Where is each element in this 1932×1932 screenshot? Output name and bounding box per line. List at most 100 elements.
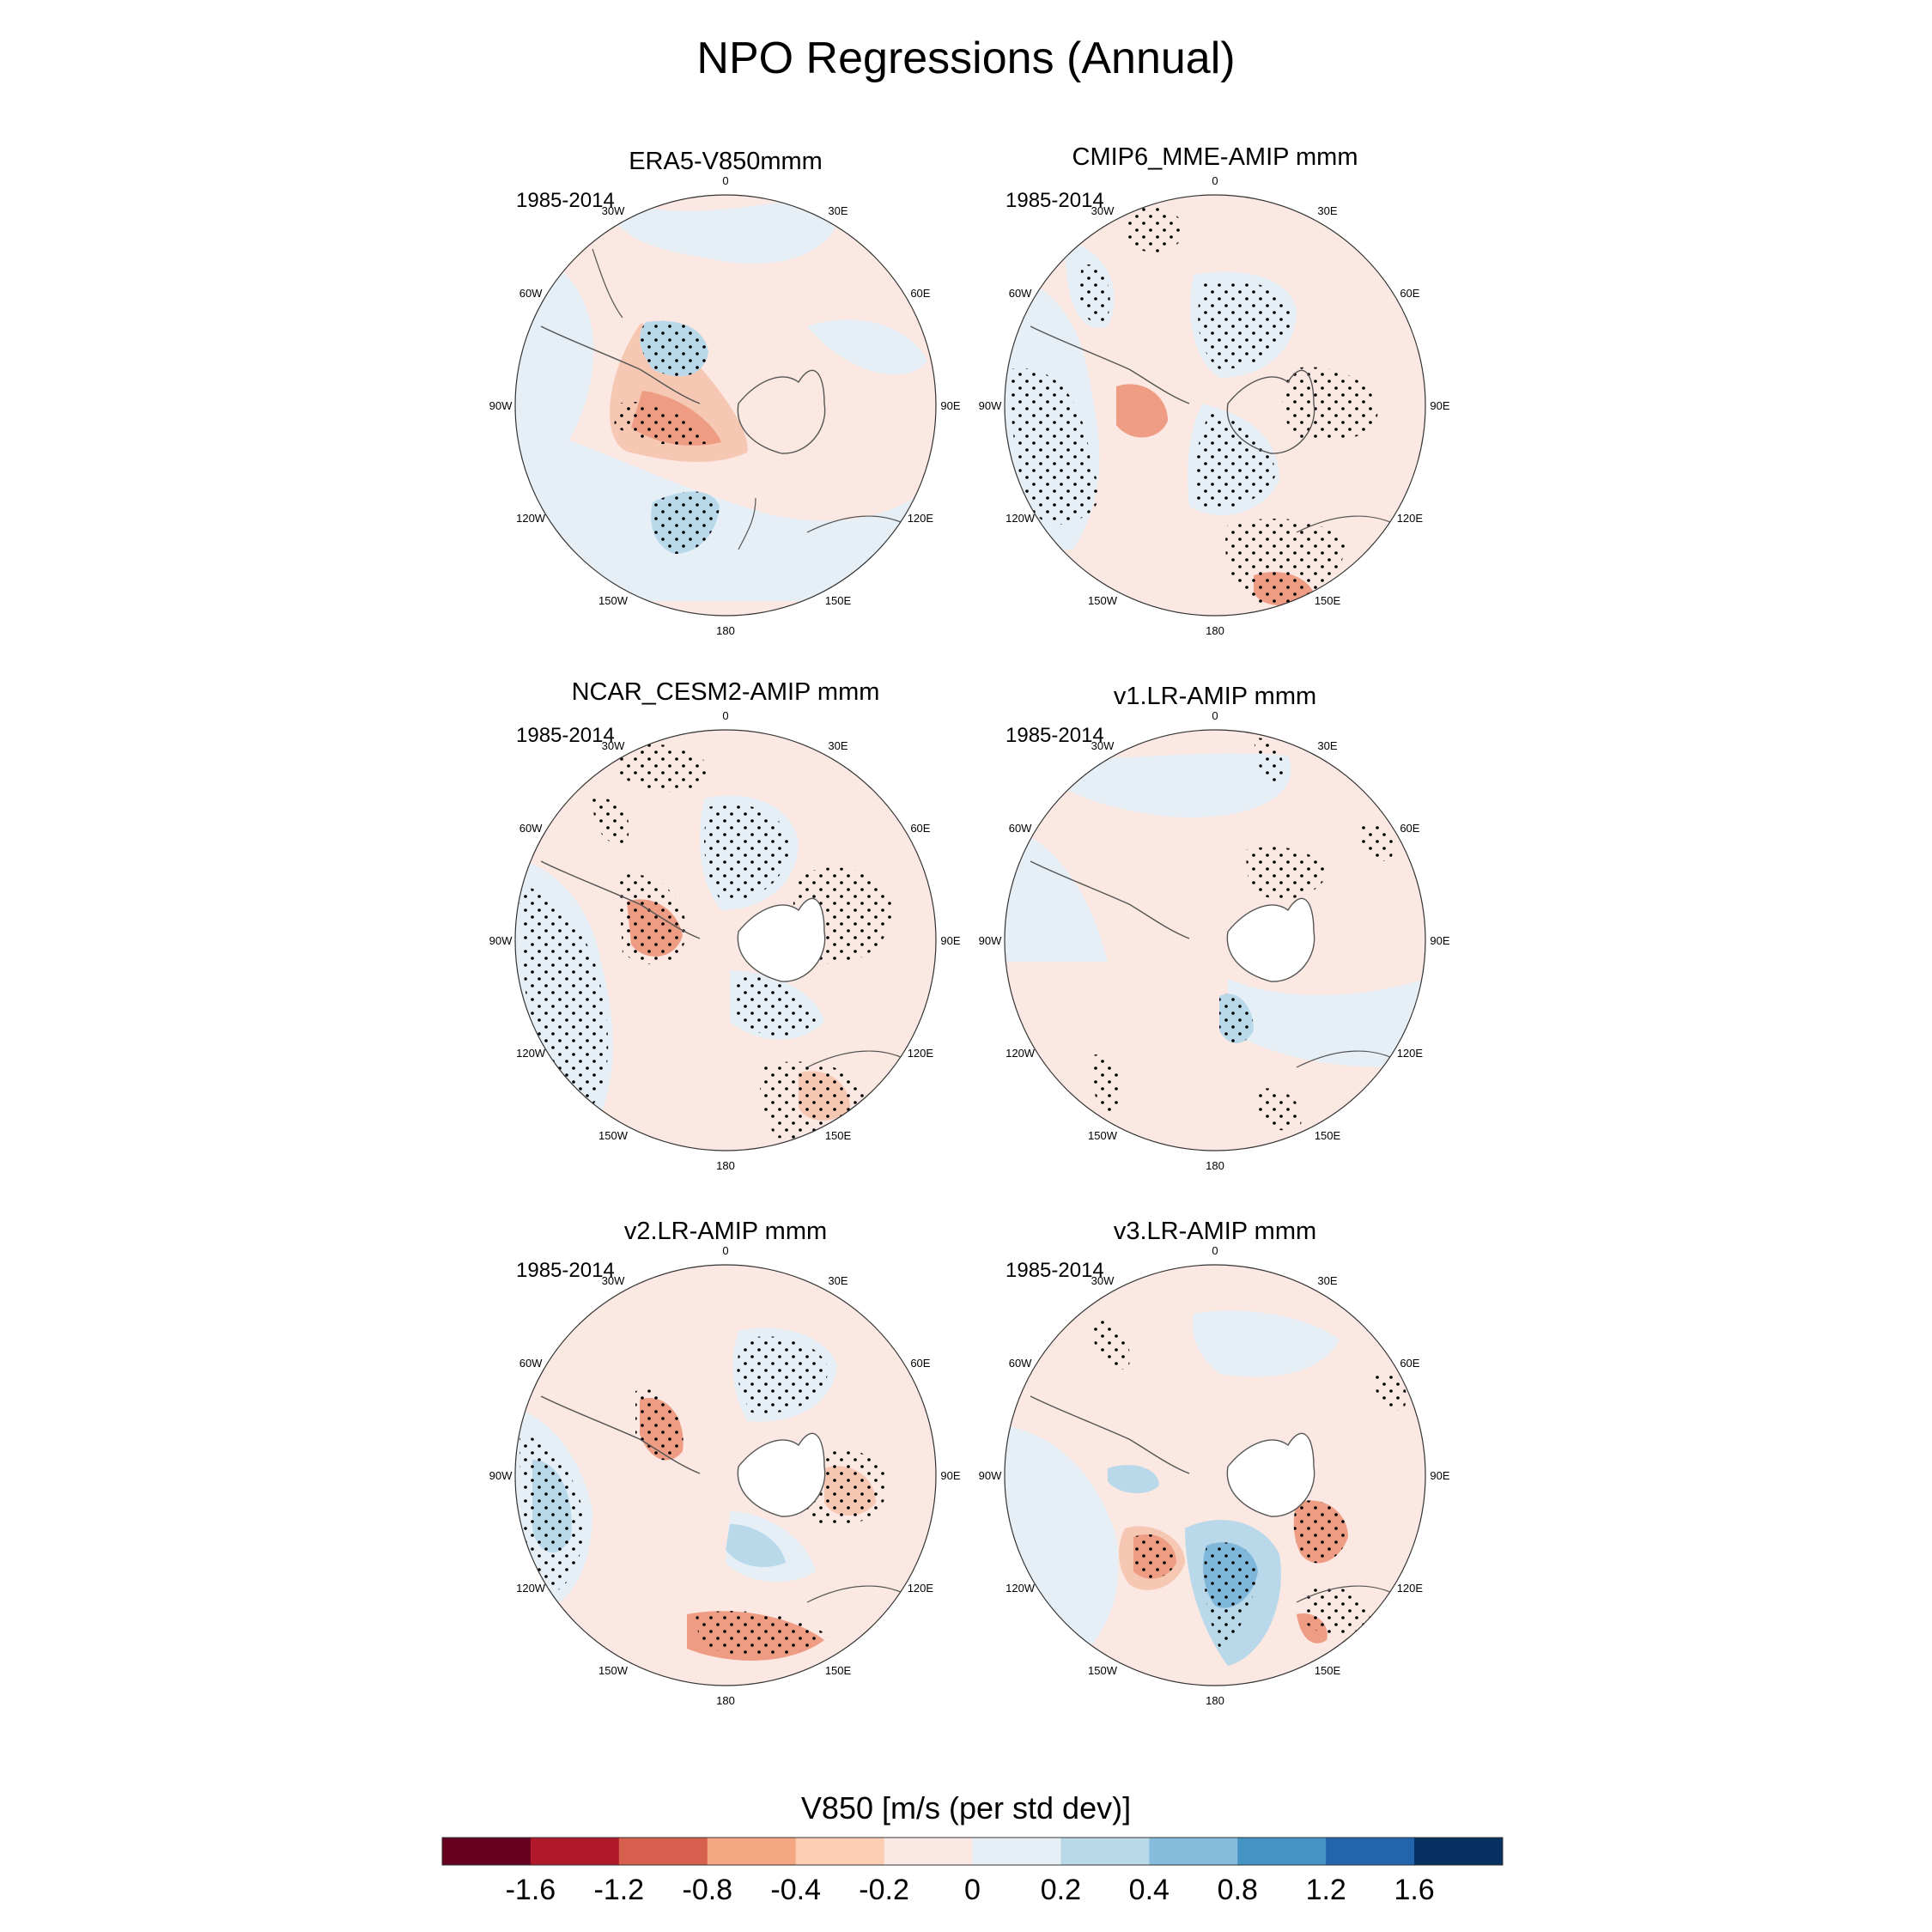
longitude-label: 60E — [910, 287, 930, 300]
longitude-label: 120E — [908, 512, 934, 525]
colorbar-tick-label: 0.2 — [1041, 1874, 1081, 1906]
significance-stipple — [635, 1389, 683, 1461]
significance-stipple — [1194, 412, 1275, 508]
negative-region — [1108, 1465, 1159, 1494]
significance-stipple — [1245, 847, 1327, 899]
longitude-label: 0 — [1212, 174, 1218, 187]
longitude-label: 150W — [598, 594, 629, 607]
longitude-label: 30W — [1091, 739, 1115, 752]
panel-title: ERA5-V850mmm — [629, 148, 823, 175]
south-america-coast — [1030, 1395, 1190, 1474]
antarctica-outline — [737, 1432, 826, 1517]
positive-core — [1116, 384, 1168, 438]
significance-stipple — [651, 491, 720, 554]
antarctica-outline — [1226, 1432, 1315, 1517]
longitude-label: 90W — [489, 399, 513, 412]
significance-stipple — [737, 1336, 829, 1413]
longitude-label: 30W — [602, 739, 625, 752]
significance-stipple — [618, 744, 713, 793]
longitude-label: 120E — [1397, 1047, 1424, 1060]
negative-region — [601, 195, 842, 264]
map-border — [1004, 194, 1426, 617]
south-america-coast — [540, 1395, 701, 1474]
panel-title: NCAR_CESM2-AMIP mmm — [572, 678, 880, 706]
longitude-label: 60W — [519, 287, 543, 300]
colorbar-frame — [441, 1837, 1504, 1866]
longitude-label: 90W — [979, 399, 1002, 412]
longitude-label: 60W — [1009, 287, 1032, 300]
longitude-label: 30E — [1317, 204, 1337, 217]
longitude-label: 180 — [1206, 1694, 1224, 1707]
south-america-coast — [1030, 325, 1190, 404]
longitude-label: 60W — [1009, 1357, 1032, 1370]
colorbar-swatch — [707, 1838, 797, 1865]
longitude-label: 120W — [1005, 512, 1036, 525]
map-border — [514, 1264, 937, 1686]
colorbar-swatch — [795, 1838, 885, 1865]
longitude-label: 150E — [825, 1129, 852, 1142]
longitude-label: 90W — [979, 1469, 1002, 1482]
longitude-label: 0 — [722, 174, 728, 187]
period-label: 1985-2014 — [516, 724, 615, 747]
significance-stipple — [1305, 1586, 1374, 1636]
longitude-label: 120W — [516, 1047, 546, 1060]
colorbar-swatch — [1060, 1838, 1150, 1865]
significance-stipple — [614, 402, 713, 446]
longitude-label: 60E — [1400, 1357, 1419, 1370]
colorbar-tick-label: -1.2 — [594, 1874, 645, 1906]
colorbar-swatch — [1326, 1838, 1415, 1865]
panel-cmip6 — [1004, 194, 1426, 617]
period-label: 1985-2014 — [1005, 1259, 1104, 1282]
negative-region — [1030, 753, 1291, 817]
longitude-label: 180 — [716, 624, 735, 637]
panel-ncar-cesm2-map — [515, 730, 936, 1151]
longitude-label: 120W — [1005, 1582, 1036, 1595]
new-zealand-coast — [738, 497, 756, 550]
map-border — [1004, 729, 1426, 1151]
period-label: 1985-2014 — [1005, 189, 1104, 212]
panel-v2-lr-map — [515, 1265, 936, 1686]
longitude-label: 180 — [1206, 624, 1224, 637]
negative-region — [1228, 979, 1425, 1067]
longitude-label: 90E — [940, 399, 960, 412]
colorbar-swatch — [972, 1838, 1061, 1865]
significance-stipple — [1204, 1542, 1258, 1649]
significance-stipple — [1282, 367, 1378, 441]
map-border — [514, 729, 937, 1151]
panel-v3-lr-map — [1005, 1265, 1425, 1686]
south-america-coast — [540, 860, 701, 939]
longitude-labels: 0 30E 60E 90E 120E 150E 180 150W 120W 90W 60W 30W 0 3… — [489, 174, 1450, 1707]
longitude-label: 60E — [1400, 287, 1419, 300]
colorbar-swatch — [530, 1838, 620, 1865]
panel-v3-lr — [1004, 1264, 1426, 1686]
longitude-label: 150E — [1315, 1129, 1341, 1142]
negative-region — [1005, 824, 1108, 962]
colorbar: -1.6 -1.2 -0.8 -0.4 -0.2 0 0.2 0.4 0.8 1.2 1.6 — [441, 1837, 1504, 1906]
panel-v1-lr-map — [1005, 730, 1425, 1151]
longitude-label: 60E — [910, 1357, 930, 1370]
significance-stipple — [1374, 1373, 1407, 1411]
panel-v2-lr — [514, 1264, 937, 1686]
period-label: 1985-2014 — [516, 1259, 615, 1282]
colorbar-tick-label: 0 — [964, 1874, 981, 1906]
longitude-label: 0 — [1212, 709, 1218, 722]
longitude-label: 30E — [1317, 739, 1337, 752]
significance-stipple — [1091, 1054, 1121, 1115]
longitude-label: 150W — [1088, 1129, 1118, 1142]
longitude-label: 150E — [1315, 1664, 1341, 1677]
longitude-label: 180 — [716, 1694, 735, 1707]
negative-region — [726, 1524, 786, 1567]
longitude-label: 30W — [602, 1274, 625, 1287]
colorbar-tick-label: -0.4 — [770, 1874, 821, 1906]
longitude-label: 150E — [825, 594, 852, 607]
colorbar-tick-label: 1.6 — [1394, 1874, 1434, 1906]
longitude-label: 30W — [1091, 1274, 1115, 1287]
colorbar-swatch — [1149, 1838, 1238, 1865]
longitude-label: 30E — [1317, 1274, 1337, 1287]
significance-stipple — [1079, 264, 1110, 324]
period-label: 1985-2014 — [516, 189, 615, 212]
panel-v1-lr — [1004, 729, 1426, 1151]
period-label: 1985-2014 — [1005, 724, 1104, 747]
longitude-label: 60W — [1009, 822, 1032, 835]
